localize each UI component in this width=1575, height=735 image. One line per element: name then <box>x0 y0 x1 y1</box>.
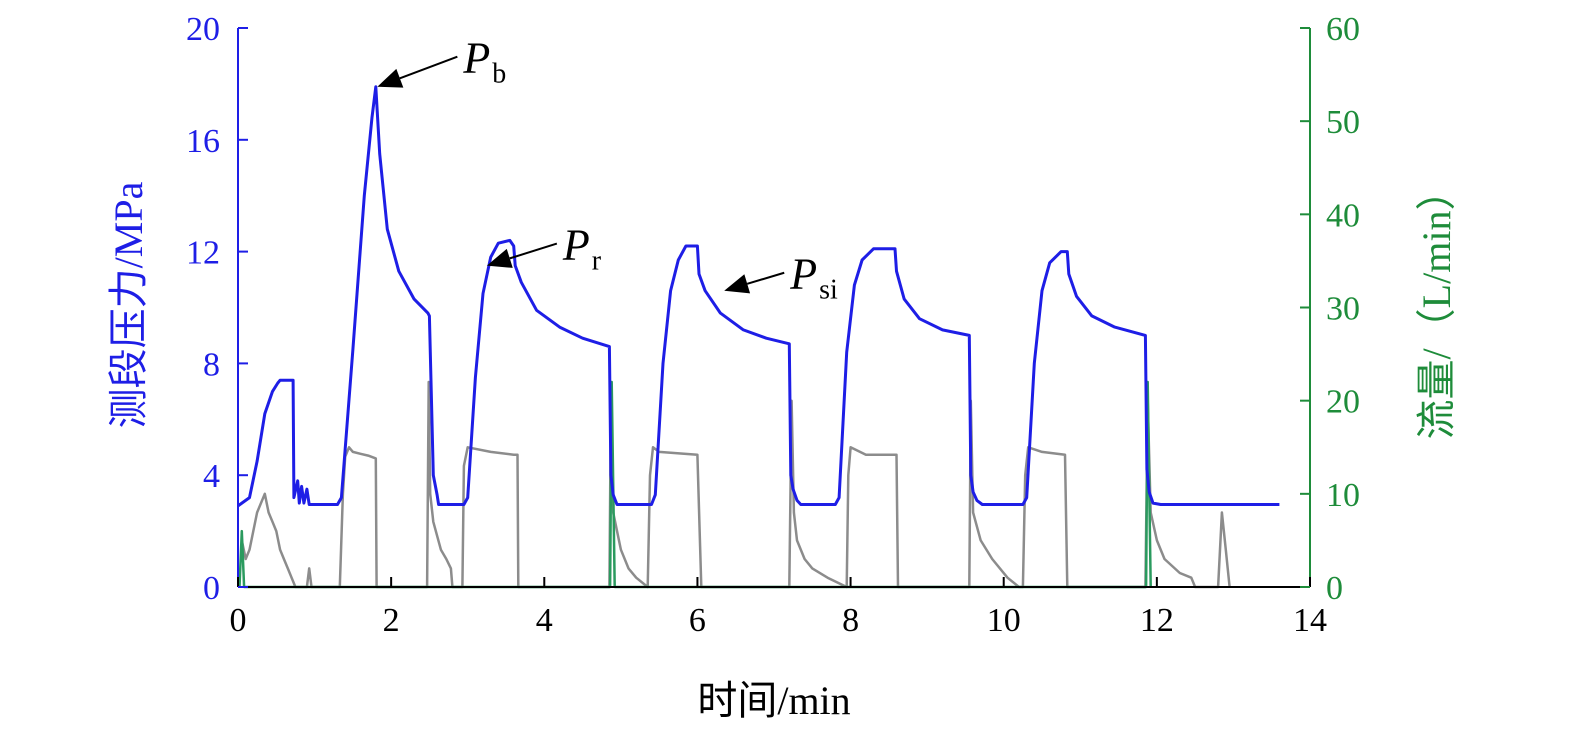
annotation-arrow-head <box>724 274 751 294</box>
annotation-main: P <box>789 250 817 299</box>
annotation-label: Pb <box>462 34 506 90</box>
annotation-arrow-head <box>486 248 513 268</box>
annotation-main: P <box>462 34 490 83</box>
x-tick-label: 10 <box>987 602 1021 639</box>
y-left-tick-label: 20 <box>186 11 220 48</box>
y-left-tick-label: 8 <box>203 346 220 383</box>
x-tick-label: 2 <box>383 602 400 639</box>
x-tick-label: 12 <box>1140 602 1174 639</box>
y-right-tick-label: 20 <box>1326 384 1360 421</box>
series-line-flow <box>240 380 1231 589</box>
y-left-tick-label: 16 <box>186 123 220 160</box>
x-tick-label: 14 <box>1293 602 1327 639</box>
y-right-tick-label: 50 <box>1326 104 1360 141</box>
y-right-tick-label: 10 <box>1326 477 1360 514</box>
x-tick-label: 4 <box>536 602 553 639</box>
y-left-tick-label: 12 <box>186 235 220 272</box>
y-left-tick-label: 0 <box>203 570 220 607</box>
annotation-arrow-head <box>377 68 404 88</box>
annotation-main: P <box>562 221 590 270</box>
annotation-label: Psi <box>789 250 838 306</box>
annotation-arrow-line <box>746 271 785 285</box>
series-layer <box>237 85 1280 589</box>
y-right-tick-label: 40 <box>1326 197 1360 234</box>
x-tick-label: 6 <box>689 602 706 639</box>
x-tick-label: 8 <box>842 602 859 639</box>
left-axis-title: 测段压力/MPa <box>106 181 151 428</box>
x-tick-label: 0 <box>230 602 247 639</box>
annotation-subscript: b <box>492 59 506 90</box>
annotation-label: Pr <box>562 221 602 277</box>
y-right-tick-label: 30 <box>1326 291 1360 328</box>
annotation-arrow-line <box>399 55 458 80</box>
y-right-tick-label: 60 <box>1326 11 1360 48</box>
annotation-subscript: si <box>819 275 838 306</box>
y-left-tick-label: 4 <box>203 458 220 495</box>
right-axis-title: 流量/（L/min） <box>1414 171 1459 440</box>
series-line-pressure <box>237 85 1280 508</box>
y-right-tick-label: 0 <box>1326 570 1343 607</box>
annotation-arrow-line <box>509 242 558 260</box>
x-axis-title: 时间/min <box>697 678 850 723</box>
annotation-subscript: r <box>592 246 602 277</box>
